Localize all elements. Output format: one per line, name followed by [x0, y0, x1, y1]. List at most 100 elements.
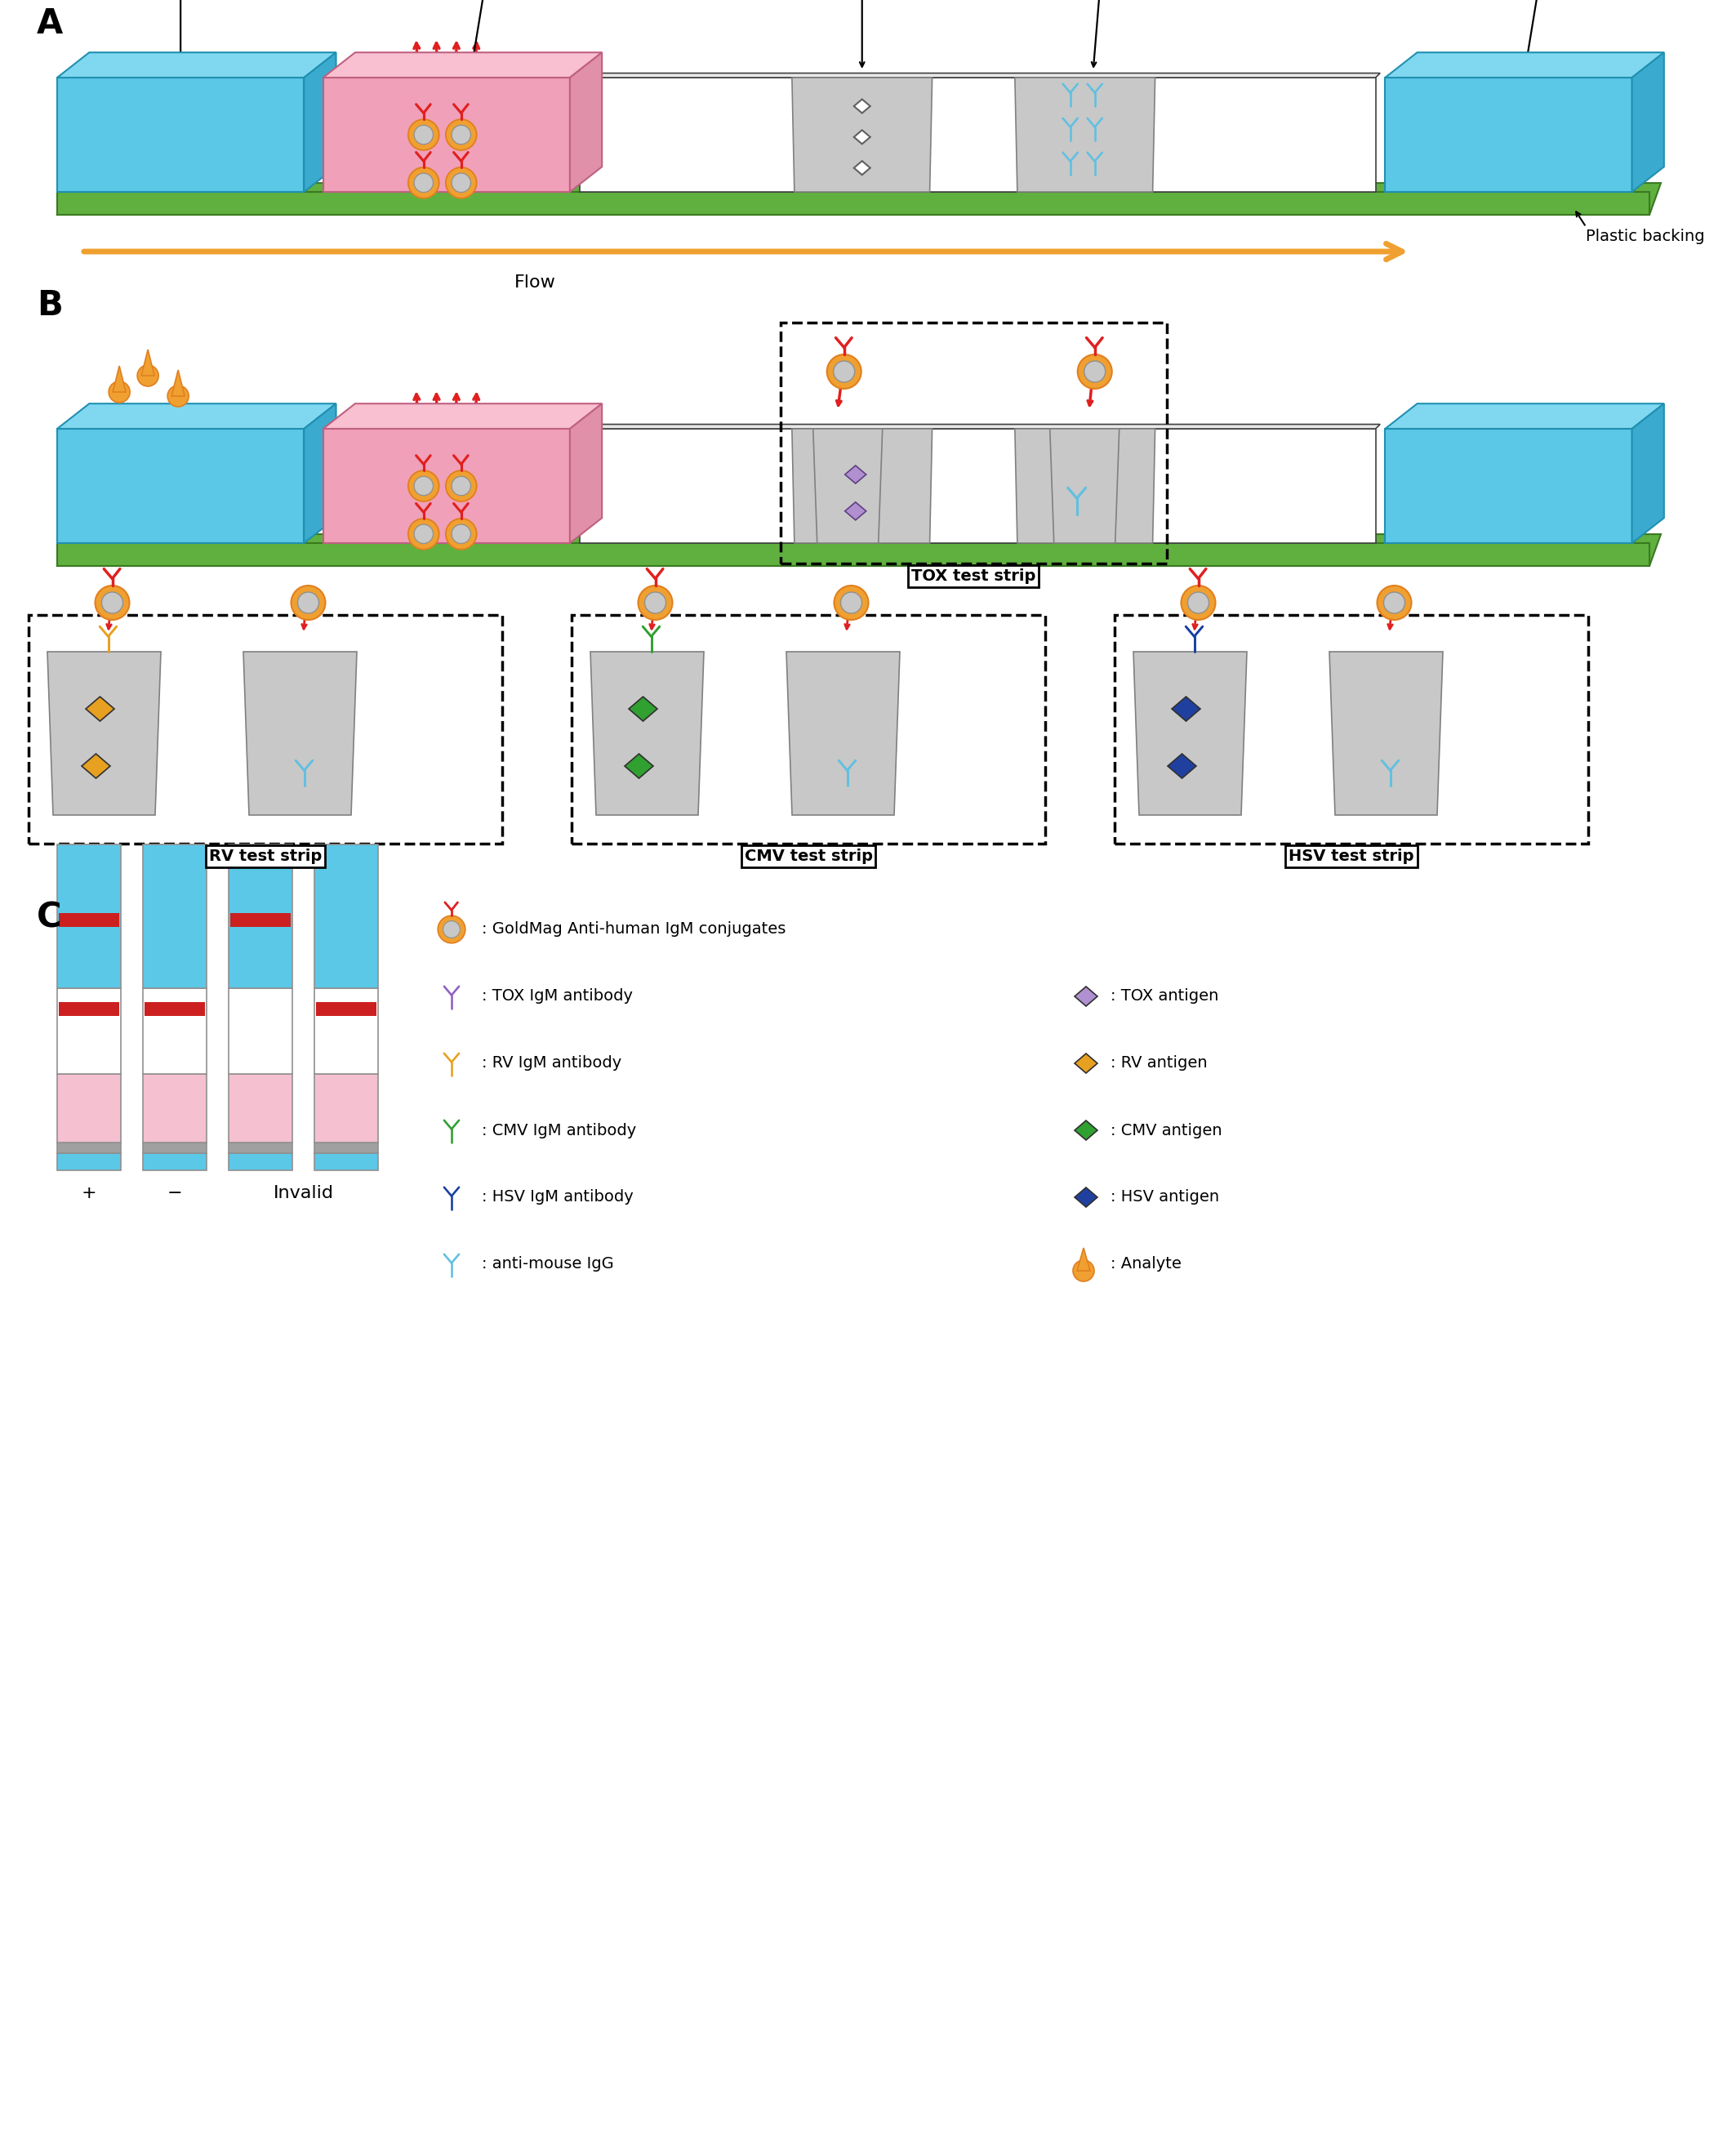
Text: Plastic backing: Plastic backing [1587, 228, 1705, 243]
Polygon shape [628, 696, 658, 721]
FancyBboxPatch shape [323, 77, 569, 192]
FancyBboxPatch shape [142, 1152, 207, 1169]
Circle shape [826, 354, 861, 388]
Circle shape [1384, 591, 1404, 612]
Polygon shape [323, 53, 602, 77]
Text: A: A [36, 6, 62, 41]
Polygon shape [304, 53, 337, 192]
Polygon shape [580, 425, 1380, 429]
Circle shape [1085, 361, 1106, 382]
FancyBboxPatch shape [229, 1152, 292, 1169]
FancyBboxPatch shape [142, 1144, 207, 1152]
FancyBboxPatch shape [316, 1003, 377, 1016]
Text: : RV IgM antibody: : RV IgM antibody [483, 1056, 621, 1071]
Polygon shape [792, 429, 932, 542]
Circle shape [644, 591, 667, 612]
Polygon shape [1075, 1054, 1097, 1073]
Circle shape [1073, 1261, 1094, 1280]
Circle shape [102, 591, 123, 612]
Circle shape [451, 525, 470, 544]
FancyBboxPatch shape [580, 429, 1375, 542]
Text: : HSV IgM antibody: : HSV IgM antibody [483, 1189, 634, 1206]
Polygon shape [1075, 1120, 1097, 1140]
Polygon shape [82, 753, 109, 779]
Polygon shape [323, 403, 602, 429]
Text: : HSV antigen: : HSV antigen [1111, 1189, 1219, 1206]
FancyBboxPatch shape [1385, 429, 1632, 542]
FancyBboxPatch shape [57, 542, 1649, 566]
Polygon shape [812, 429, 882, 542]
Text: Invalid: Invalid [274, 1184, 333, 1201]
FancyBboxPatch shape [229, 1073, 292, 1144]
Text: : anti-mouse IgG: : anti-mouse IgG [483, 1257, 615, 1272]
Circle shape [415, 476, 434, 495]
FancyBboxPatch shape [571, 615, 1045, 843]
Polygon shape [854, 98, 870, 113]
Circle shape [408, 120, 439, 149]
FancyBboxPatch shape [57, 988, 122, 1073]
Circle shape [451, 476, 470, 495]
FancyBboxPatch shape [231, 913, 290, 926]
Polygon shape [57, 403, 337, 429]
Polygon shape [172, 369, 184, 397]
Polygon shape [1016, 429, 1154, 542]
Text: HSV test strip: HSV test strip [1288, 849, 1415, 864]
Polygon shape [304, 403, 337, 542]
FancyBboxPatch shape [1385, 77, 1632, 192]
FancyBboxPatch shape [142, 988, 207, 1073]
Circle shape [415, 173, 434, 192]
Text: : GoldMag Anti-human IgM conjugates: : GoldMag Anti-human IgM conjugates [483, 922, 786, 937]
Polygon shape [590, 651, 703, 815]
Polygon shape [1385, 53, 1665, 77]
Text: : RV antigen: : RV antigen [1111, 1056, 1207, 1071]
Circle shape [451, 173, 470, 192]
Circle shape [292, 585, 325, 619]
FancyBboxPatch shape [57, 192, 1649, 216]
Circle shape [95, 585, 130, 619]
Text: CMV test strip: CMV test strip [745, 849, 873, 864]
Circle shape [167, 386, 189, 408]
Circle shape [446, 519, 477, 548]
Polygon shape [569, 403, 602, 542]
FancyBboxPatch shape [323, 429, 569, 542]
FancyBboxPatch shape [142, 1073, 207, 1144]
Polygon shape [1076, 1248, 1090, 1270]
Polygon shape [580, 73, 1380, 77]
Circle shape [1078, 354, 1113, 388]
Polygon shape [854, 130, 870, 143]
Polygon shape [113, 365, 125, 393]
FancyBboxPatch shape [229, 845, 292, 988]
Polygon shape [1075, 986, 1097, 1005]
Polygon shape [1075, 1187, 1097, 1208]
Text: Flow: Flow [514, 275, 556, 290]
Polygon shape [57, 534, 1661, 566]
Polygon shape [845, 501, 866, 521]
FancyBboxPatch shape [314, 1073, 378, 1144]
Circle shape [297, 591, 319, 612]
Circle shape [415, 525, 434, 544]
Text: : TOX IgM antibody: : TOX IgM antibody [483, 988, 634, 1005]
Polygon shape [1632, 53, 1665, 192]
FancyBboxPatch shape [229, 1144, 292, 1152]
Text: +: + [82, 1184, 97, 1201]
Polygon shape [47, 651, 161, 815]
Text: : Analyte: : Analyte [1111, 1257, 1182, 1272]
Text: TOX test strip: TOX test strip [911, 568, 1036, 585]
Text: : CMV IgM antibody: : CMV IgM antibody [483, 1122, 637, 1137]
FancyBboxPatch shape [57, 1144, 122, 1152]
Polygon shape [786, 651, 899, 815]
Polygon shape [625, 753, 653, 779]
FancyBboxPatch shape [28, 615, 502, 843]
Polygon shape [57, 53, 337, 77]
FancyBboxPatch shape [314, 1152, 378, 1169]
Polygon shape [141, 350, 155, 376]
Polygon shape [1172, 696, 1200, 721]
FancyBboxPatch shape [314, 988, 378, 1073]
Circle shape [446, 469, 477, 501]
Text: RV test strip: RV test strip [208, 849, 321, 864]
FancyBboxPatch shape [59, 1003, 120, 1016]
Circle shape [1187, 591, 1208, 612]
Circle shape [446, 166, 477, 198]
Text: : TOX antigen: : TOX antigen [1111, 988, 1219, 1005]
Polygon shape [854, 160, 870, 175]
